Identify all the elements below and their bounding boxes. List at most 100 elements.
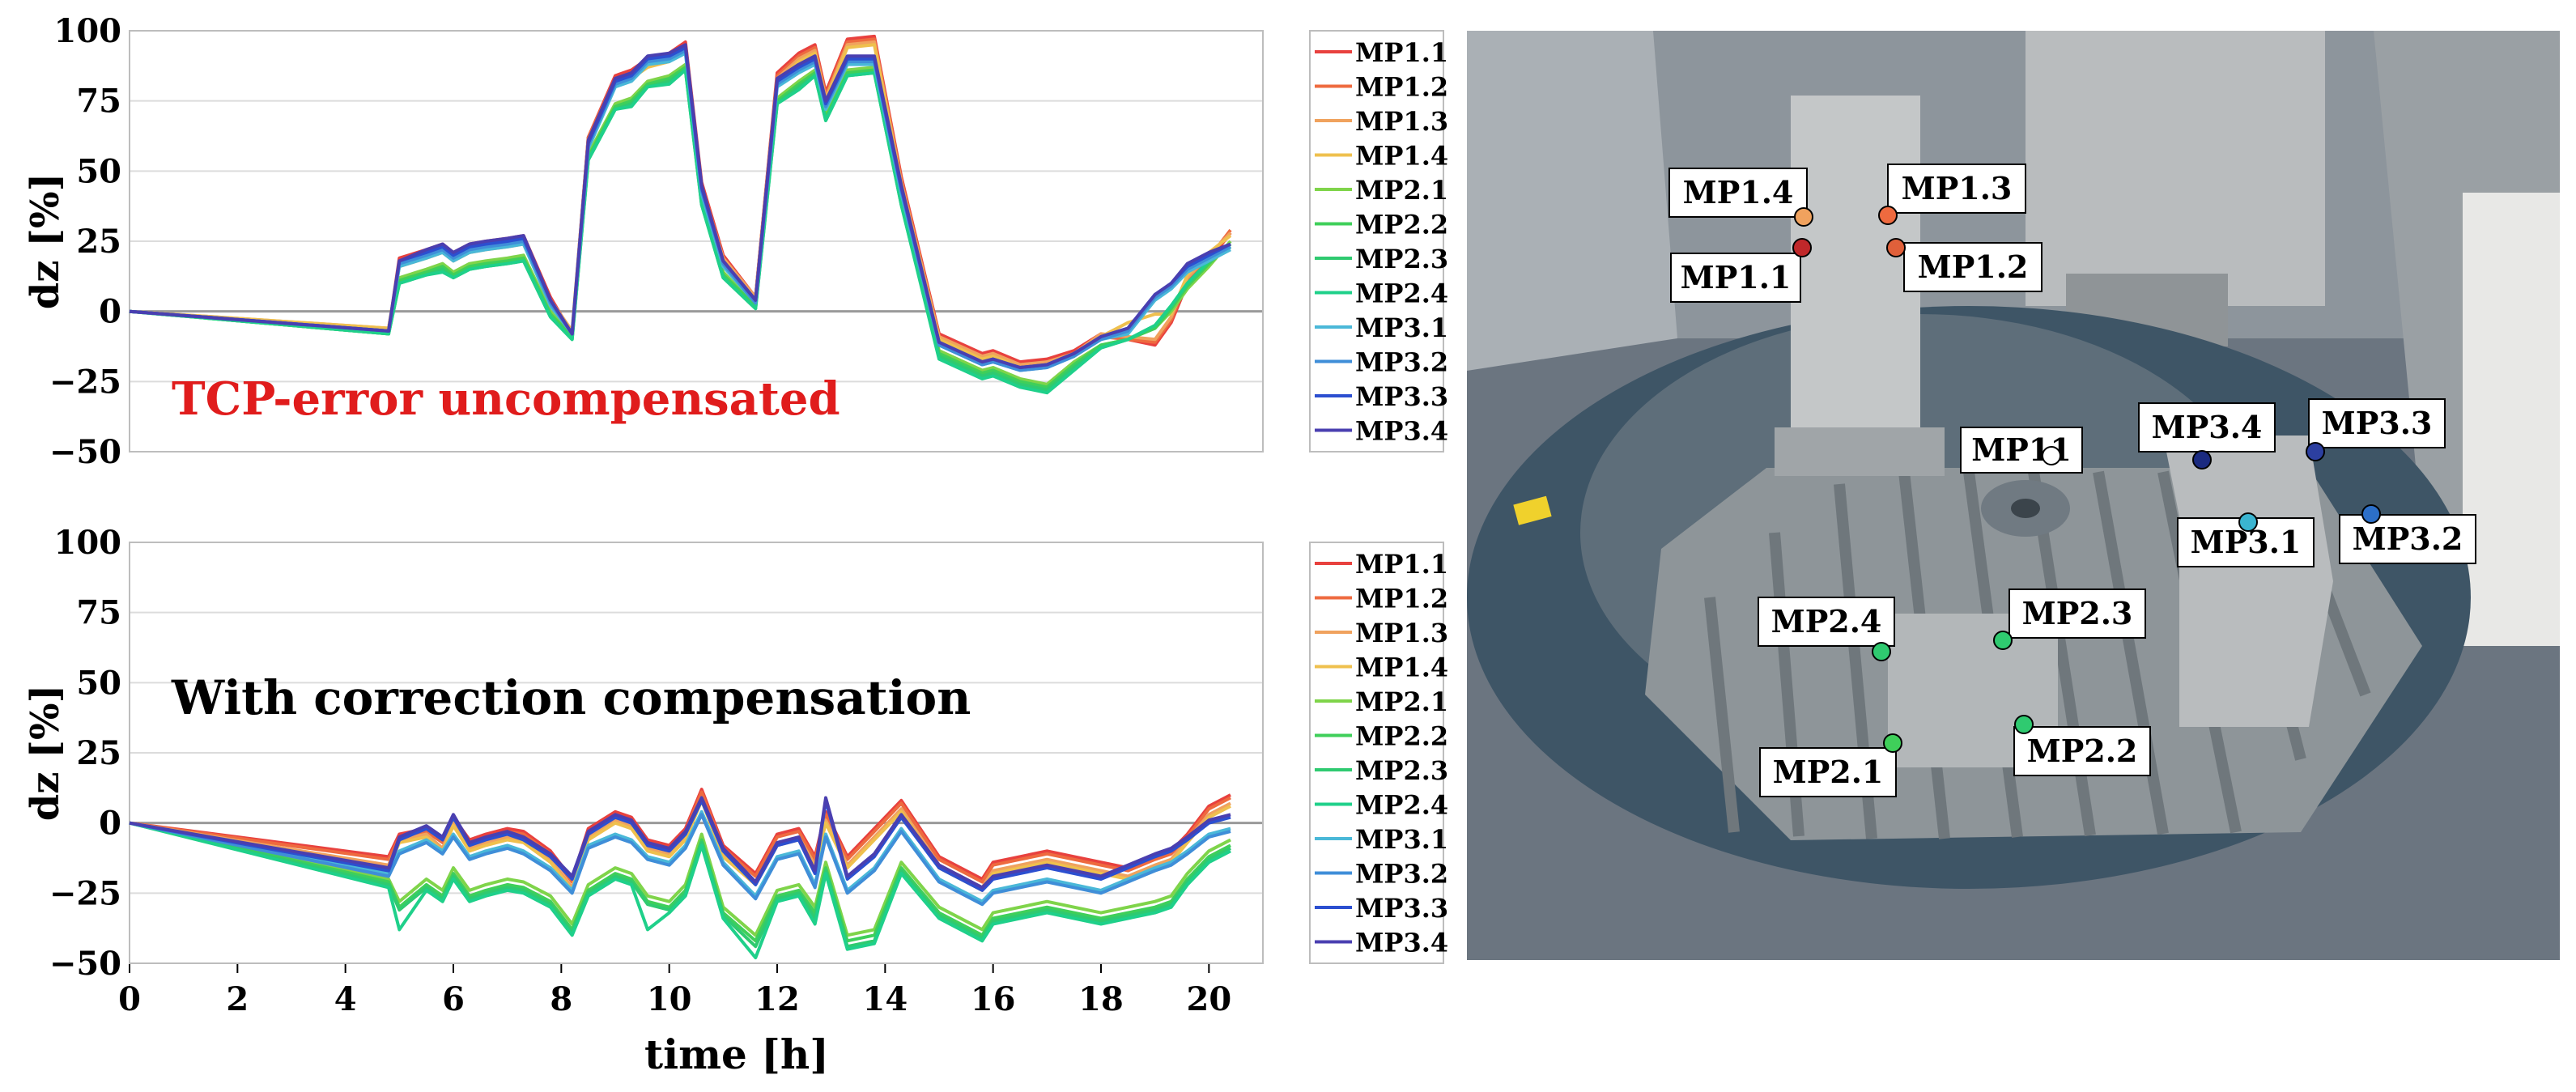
legend-label: MP2.3 bbox=[1355, 755, 1448, 786]
mp-label-box bbox=[1903, 242, 2043, 292]
series-line-MP3.2 bbox=[129, 813, 1231, 907]
y-tick-label: −25 bbox=[49, 363, 121, 401]
y-tick-label: 100 bbox=[54, 524, 122, 562]
series-line-MP2.1 bbox=[129, 62, 1232, 386]
series-line-MP3.4 bbox=[129, 796, 1231, 890]
legend-label: MP3.3 bbox=[1355, 893, 1448, 924]
legend-label: MP1.2 bbox=[1355, 72, 1448, 103]
legend-label: MP1.1 bbox=[1355, 37, 1448, 68]
legend-label: MP2.2 bbox=[1355, 721, 1448, 752]
mp-label-text: MP1.3 bbox=[1902, 170, 2013, 206]
legend-label: MP1.2 bbox=[1355, 584, 1448, 614]
mp-label-text: MP1.2 bbox=[1918, 249, 2029, 285]
y-tick-label: −50 bbox=[49, 945, 121, 983]
series-line-MP1.4 bbox=[129, 43, 1232, 369]
legend-label: MP1.4 bbox=[1355, 141, 1448, 172]
chart-1: −50 −25 0 25 50 75 100 dz [%] TCP-error uncompen… bbox=[23, 12, 1448, 471]
series-line-MP3.3 bbox=[129, 798, 1231, 892]
legend-label: MP1.1 bbox=[1355, 549, 1448, 580]
mp-label-box bbox=[2009, 588, 2146, 639]
vise-1 bbox=[1775, 427, 1945, 476]
legend-label: MP2.4 bbox=[1355, 790, 1448, 821]
y-tick-label: 50 bbox=[76, 152, 121, 190]
mp-point bbox=[2238, 512, 2258, 532]
spindle-head bbox=[2026, 31, 2325, 306]
measurement-point-labels: MP1.4 MP1.3 MP1.1 MP1.2 MP11 MP3.4 MP3.3 MP3.1 M… bbox=[1668, 164, 2476, 797]
mp-label-text: MP3.4 bbox=[2152, 409, 2263, 445]
series-line-MP1.2 bbox=[129, 37, 1232, 367]
warning-label bbox=[1513, 495, 1552, 525]
mp-point bbox=[2042, 446, 2061, 465]
mp-label-text: MP3.2 bbox=[2353, 521, 2463, 557]
mp-marker: MP1.1 bbox=[1670, 238, 1812, 303]
mp-point bbox=[1993, 631, 2013, 650]
series-line-MP3.3 bbox=[129, 45, 1231, 369]
legend-label: MP3.2 bbox=[1355, 347, 1448, 378]
chart-2: −50 −25 0 25 50 75 100 0 2 4 6 8 10 12 14 16 18 20 dz [%] t… bbox=[23, 524, 1448, 1078]
x-tick-label: 0 bbox=[118, 980, 141, 1018]
mp-label-box bbox=[1960, 427, 2083, 474]
chart-annotation: TCP-error uncompensated bbox=[172, 372, 840, 426]
legend-label: MP3.4 bbox=[1355, 416, 1448, 447]
x-tick-label: 4 bbox=[334, 980, 357, 1018]
chart-annotation: With correction compensation bbox=[171, 670, 971, 725]
y-tick-label: 75 bbox=[76, 83, 121, 121]
x-axis-label: time [h] bbox=[644, 1030, 829, 1078]
mp-point bbox=[1883, 733, 1902, 753]
mp-point bbox=[1792, 238, 1812, 257]
x-tick-label: 6 bbox=[442, 980, 465, 1018]
legend-box bbox=[1309, 30, 1444, 453]
series-line-MP3.2 bbox=[129, 49, 1231, 372]
legend-label: MP3.4 bbox=[1355, 928, 1448, 958]
legend-label: MP1.3 bbox=[1355, 618, 1448, 648]
x-tick-label: 14 bbox=[862, 980, 908, 1018]
plot-frame bbox=[129, 542, 1264, 964]
x-tick-label: 12 bbox=[755, 980, 800, 1018]
mp-marker: MP2.4 bbox=[1758, 597, 1895, 661]
y-tick-label: 50 bbox=[76, 664, 121, 702]
mp-marker: MP2.2 bbox=[2013, 715, 2151, 776]
mp-point bbox=[1872, 642, 1891, 661]
mp-label-box bbox=[2013, 726, 2151, 776]
mp-marker: MP1.3 bbox=[1878, 164, 2026, 225]
x-tick-label: 10 bbox=[647, 980, 692, 1018]
legend-label: MP3.3 bbox=[1355, 381, 1448, 412]
mp-label-box bbox=[2308, 398, 2446, 448]
series-line-MP2.1 bbox=[129, 821, 1231, 937]
mp-label-text: MP2.3 bbox=[2022, 595, 2133, 631]
x-tick-label: 18 bbox=[1078, 980, 1124, 1018]
mp-label-text: MP1.1 bbox=[1681, 259, 1792, 295]
legend-label: MP2.2 bbox=[1355, 210, 1448, 240]
x-tick-label: 2 bbox=[226, 980, 249, 1018]
legend-label: MP2.3 bbox=[1355, 244, 1448, 274]
y-tick-label: 0 bbox=[99, 805, 121, 843]
series-line-MP1.3 bbox=[129, 796, 1231, 890]
right-door-panel bbox=[2463, 193, 2560, 646]
legend-label: MP1.3 bbox=[1355, 106, 1448, 137]
legend-label: MP3.1 bbox=[1355, 824, 1448, 855]
series-line-MP2.3 bbox=[129, 821, 1231, 949]
y-tick-label: 25 bbox=[76, 223, 121, 261]
series-line-MP3.4 bbox=[129, 43, 1231, 369]
mp-point bbox=[1886, 238, 1906, 257]
series-line-MP1.1 bbox=[129, 34, 1232, 364]
mp-label-box bbox=[1668, 168, 1808, 218]
mp-label-box bbox=[1758, 597, 1895, 647]
mp-marker: MP3.1 bbox=[2177, 512, 2315, 567]
mp-label-text: MP2.1 bbox=[1773, 754, 1884, 790]
workpiece-3 bbox=[2163, 436, 2333, 727]
mp-point bbox=[2014, 715, 2034, 734]
mp-point bbox=[2361, 504, 2381, 524]
legend-label: MP2.4 bbox=[1355, 278, 1448, 309]
legend-label: MP2.1 bbox=[1355, 175, 1448, 206]
legend-label: MP2.1 bbox=[1355, 686, 1448, 717]
center-bore bbox=[2011, 499, 2040, 518]
mp-marker: MP2.1 bbox=[1759, 733, 1902, 797]
mp-label-text: MP2.2 bbox=[2027, 733, 2138, 769]
legend-label: MP3.1 bbox=[1355, 312, 1448, 343]
mp-label-text: MP2.4 bbox=[1771, 603, 1882, 639]
x-tick-label: 8 bbox=[550, 980, 572, 1018]
x-tick-label: 16 bbox=[971, 980, 1016, 1018]
y-tick-label: 75 bbox=[76, 594, 121, 632]
